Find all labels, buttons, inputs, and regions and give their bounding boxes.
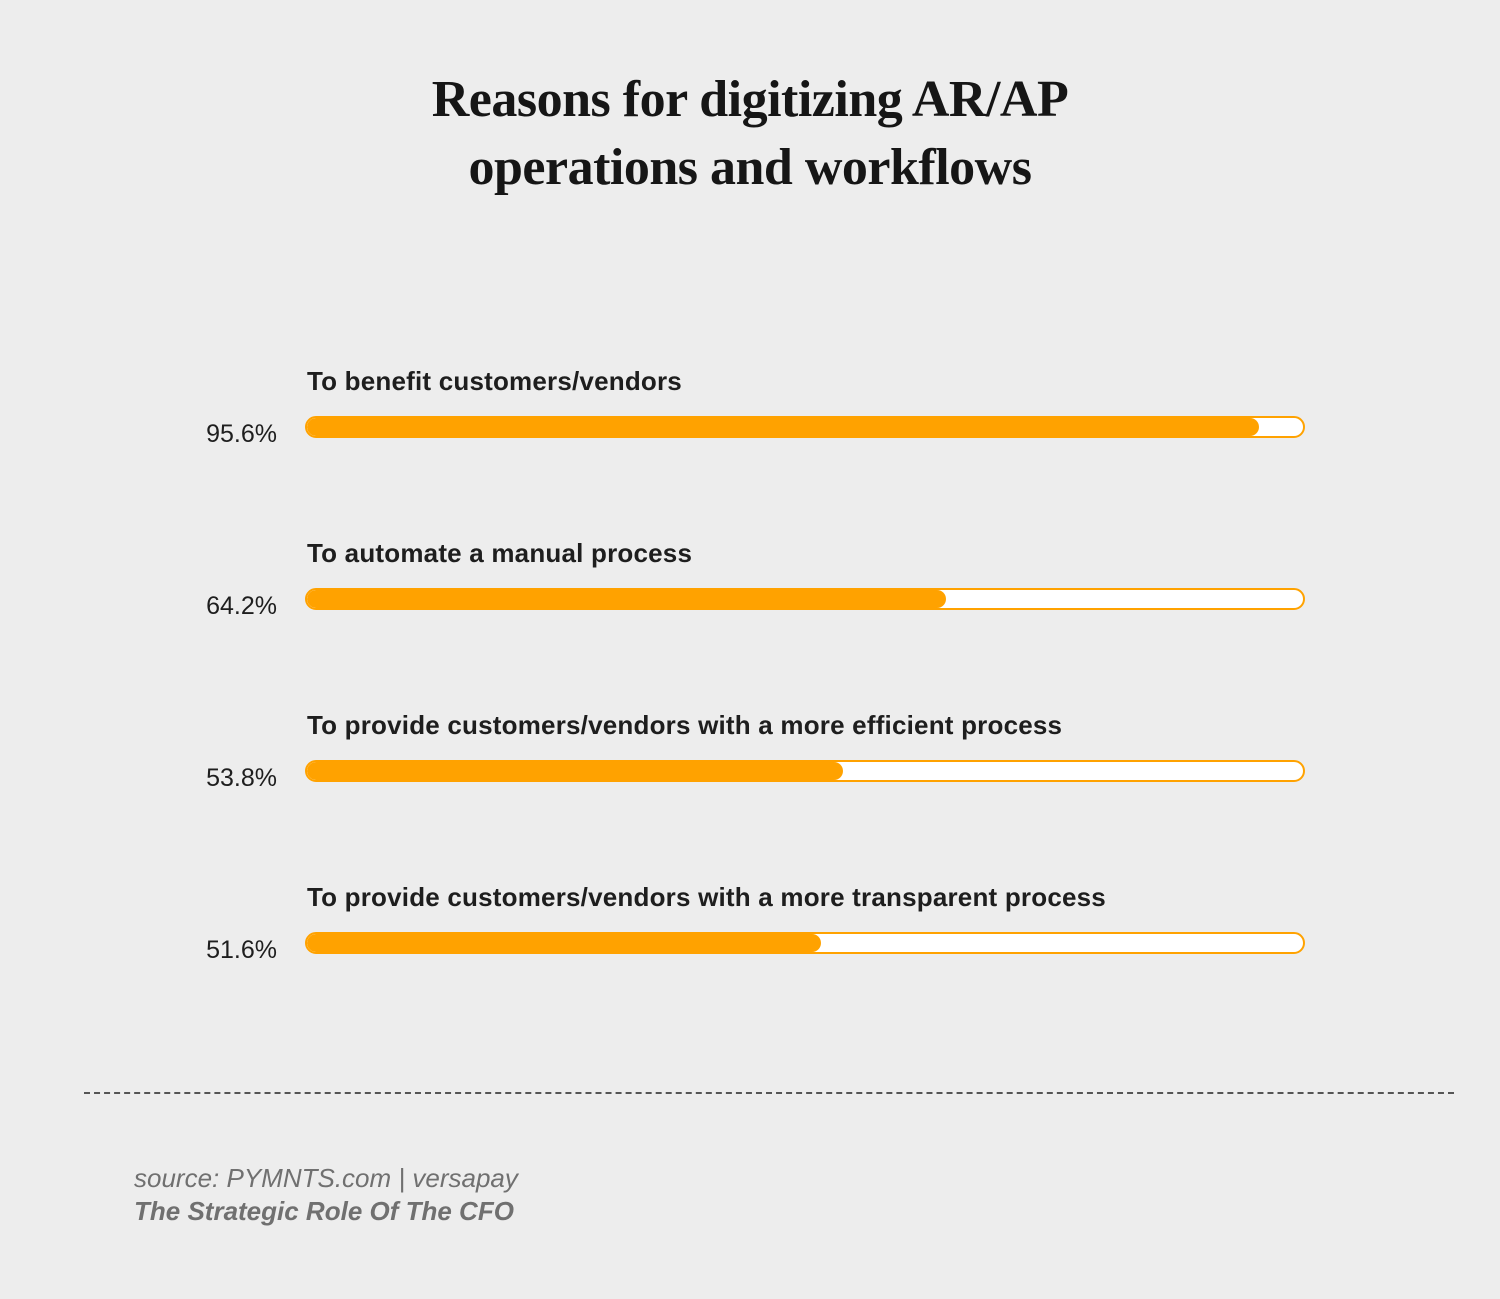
bar-category-label: To provide customers/vendors with a more… [307, 882, 1106, 912]
source-note: source: PYMNTS.com | versapay The Strate… [134, 1162, 518, 1228]
dashed-divider [84, 1092, 1454, 1094]
source-line: source: PYMNTS.com | versapay [134, 1163, 518, 1193]
bar-value-label: 51.6% [206, 936, 277, 964]
bar-fill [307, 762, 843, 780]
bar-track [305, 760, 1305, 782]
bar-row: To benefit customers/vendors 95.6% [0, 366, 1500, 476]
bar-value-label: 64.2% [206, 592, 277, 620]
bar-category-label: To provide customers/vendors with a more… [307, 710, 1063, 740]
bar-track [305, 416, 1305, 438]
bar-track [305, 588, 1305, 610]
bar-row: To automate a manual process 64.2% [0, 538, 1500, 648]
chart-title: Reasons for digitizing AR/AP operations … [0, 66, 1500, 202]
bar-track [305, 932, 1305, 954]
chart-title-line-1: Reasons for digitizing AR/AP [431, 71, 1069, 128]
bar-value-label: 53.8% [206, 764, 277, 792]
bar-fill [307, 418, 1260, 436]
bar-value-label: 95.6% [206, 420, 277, 448]
bar-category-label: To automate a manual process [307, 538, 693, 568]
chart-title-line-2: operations and workflows [468, 139, 1032, 196]
bar-category-label: To benefit customers/vendors [307, 366, 682, 396]
report-title: The Strategic Role Of The CFO [134, 1196, 514, 1226]
bar-row: To provide customers/vendors with a more… [0, 882, 1500, 992]
bar-fill [307, 934, 821, 952]
bar-fill [307, 590, 947, 608]
bar-row: To provide customers/vendors with a more… [0, 710, 1500, 820]
